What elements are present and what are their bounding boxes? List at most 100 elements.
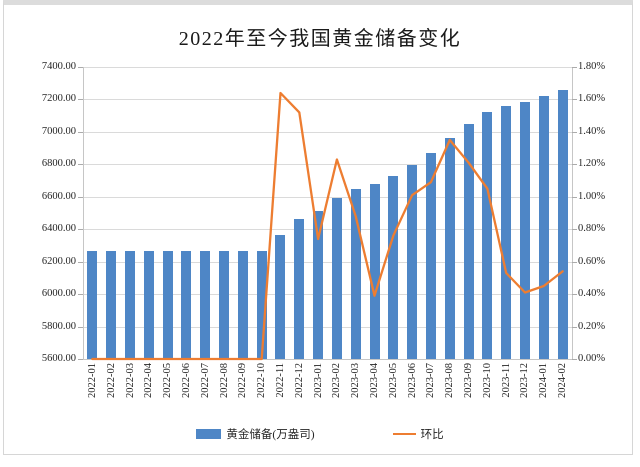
legend-item-ratio: 环比 [392, 426, 444, 442]
bar-2024-02 [557, 90, 568, 359]
x-axis-label-2023-07: 2023-07 [425, 363, 437, 398]
bar-2023-08 [444, 138, 455, 359]
x-axis-label-2022-12: 2022-12 [293, 363, 305, 398]
bar-2022-01 [87, 251, 98, 359]
gridline [83, 229, 572, 231]
bar-2023-04 [369, 184, 380, 359]
axis-tick [78, 131, 83, 133]
x-axis-label-2023-10: 2023-10 [481, 363, 493, 398]
axis-tick [78, 294, 83, 296]
bar-2022-04 [143, 251, 154, 359]
bar-2022-05 [162, 251, 173, 359]
bar-2022-09 [237, 251, 248, 359]
x-axis-label-2023-09: 2023-09 [463, 363, 475, 398]
x-axis-label-2022-10: 2022-10 [256, 363, 268, 398]
bar-2023-03 [350, 188, 361, 359]
bar-2023-10 [482, 112, 493, 359]
x-axis-label-2022-05: 2022-05 [162, 363, 174, 398]
legend-bar-swatch-icon [196, 429, 222, 439]
right-axis-tick-label: 1.80% [578, 61, 606, 72]
right-axis-tick-label: 0.40% [578, 288, 606, 300]
x-axis-label-2023-01: 2023-01 [312, 363, 324, 398]
legend-label: 黄金储备(万盎司) [226, 429, 315, 441]
bar-2023-02 [331, 198, 342, 359]
right-axis-tick-label: 1.40% [578, 125, 606, 137]
line-series-环比 [91, 91, 564, 361]
chart-title: 2022年至今我国黄金储备变化 [178, 28, 462, 50]
bar-2023-07 [425, 153, 436, 359]
left-axis-tick-label: 6600.00 [41, 190, 76, 202]
bar-2023-05 [388, 176, 399, 359]
bar-2023-06 [407, 165, 418, 359]
right-axis-tick-label: 1.00% [578, 190, 606, 202]
x-axis-label-2022-04: 2022-04 [143, 363, 155, 398]
left-axis-tick-label: 6400.00 [41, 223, 76, 235]
x-axis-label-2023-04: 2023-04 [369, 363, 381, 398]
x-axis-label-2022-11: 2022-11 [274, 363, 286, 398]
gridline [83, 99, 572, 101]
gridline [83, 67, 572, 68]
axis-tick [572, 359, 577, 360]
axis-tick [572, 131, 577, 133]
axis-tick [572, 196, 577, 198]
right-axis-tick-label: 1.20% [578, 158, 606, 170]
axis-tick [78, 359, 83, 360]
x-axis-label-2022-07: 2022-07 [199, 363, 211, 398]
bar-2022-08 [219, 251, 230, 359]
axis-tick [572, 99, 577, 101]
bar-2022-06 [181, 251, 192, 359]
x-axis-label-2022-08: 2022-08 [218, 363, 230, 398]
axis-tick [78, 326, 83, 328]
x-axis-label-2023-02: 2023-02 [331, 363, 343, 398]
axis-tick [572, 294, 577, 296]
axis-tick [78, 229, 83, 231]
axis-tick [78, 261, 83, 263]
axis-tick [78, 99, 83, 101]
gridline [83, 164, 572, 166]
axis-tick [78, 196, 83, 198]
x-axis-label-2024-02: 2024-02 [557, 363, 569, 398]
bottom-axis-line [83, 359, 573, 360]
right-axis-line [572, 67, 573, 359]
axis-tick [78, 67, 83, 68]
x-axis-label-2024-01: 2024-01 [538, 363, 550, 398]
x-axis-label-2022-03: 2022-03 [124, 363, 136, 398]
legend-label: 环比 [420, 429, 444, 441]
x-axis-label-2023-03: 2023-03 [350, 363, 362, 398]
left-axis-tick-label: 6000.00 [41, 288, 76, 300]
axis-tick [572, 164, 577, 166]
legend-item-gold-reserve: 黄金储备(万盎司) [196, 426, 315, 442]
bar-2022-02 [106, 251, 117, 359]
gridline [83, 131, 572, 133]
right-axis-tick-label: 1.60% [578, 93, 606, 105]
right-axis-tick-label: 0.00% [578, 353, 606, 364]
bar-2023-12 [519, 101, 530, 359]
gridline [83, 326, 572, 328]
x-axis-label-2023-06: 2023-06 [406, 363, 418, 398]
gridline [83, 294, 572, 296]
x-axis-label-2022-06: 2022-06 [180, 363, 192, 398]
bar-2022-12 [294, 218, 305, 359]
gridline [83, 261, 572, 263]
left-axis-tick-label: 6800.00 [41, 158, 76, 170]
axis-tick [572, 326, 577, 328]
x-axis-label-2022-02: 2022-02 [105, 363, 117, 398]
bar-2022-07 [200, 251, 211, 359]
plot-area [83, 67, 572, 359]
bar-2022-03 [125, 251, 136, 359]
left-axis-tick-label: 7000.00 [41, 125, 76, 137]
x-axis-label-2023-12: 2023-12 [519, 363, 531, 398]
left-axis-tick-label: 5800.00 [41, 320, 76, 332]
x-axis-label-2023-11: 2023-11 [500, 363, 512, 398]
left-axis-tick-label: 7400.00 [41, 61, 76, 72]
left-axis-tick-label: 7200.00 [41, 93, 76, 105]
x-axis-label-2023-05: 2023-05 [387, 363, 399, 398]
line-path [91, 91, 564, 361]
left-axis-tick-label: 6200.00 [41, 255, 76, 267]
bar-2023-01 [313, 211, 324, 359]
left-axis-tick-label: 5600.00 [41, 353, 76, 364]
right-axis-tick-label: 0.80% [578, 223, 606, 235]
bar-2022-11 [275, 234, 286, 359]
legend-line-swatch-icon [392, 433, 416, 435]
bar-2023-09 [463, 124, 474, 359]
